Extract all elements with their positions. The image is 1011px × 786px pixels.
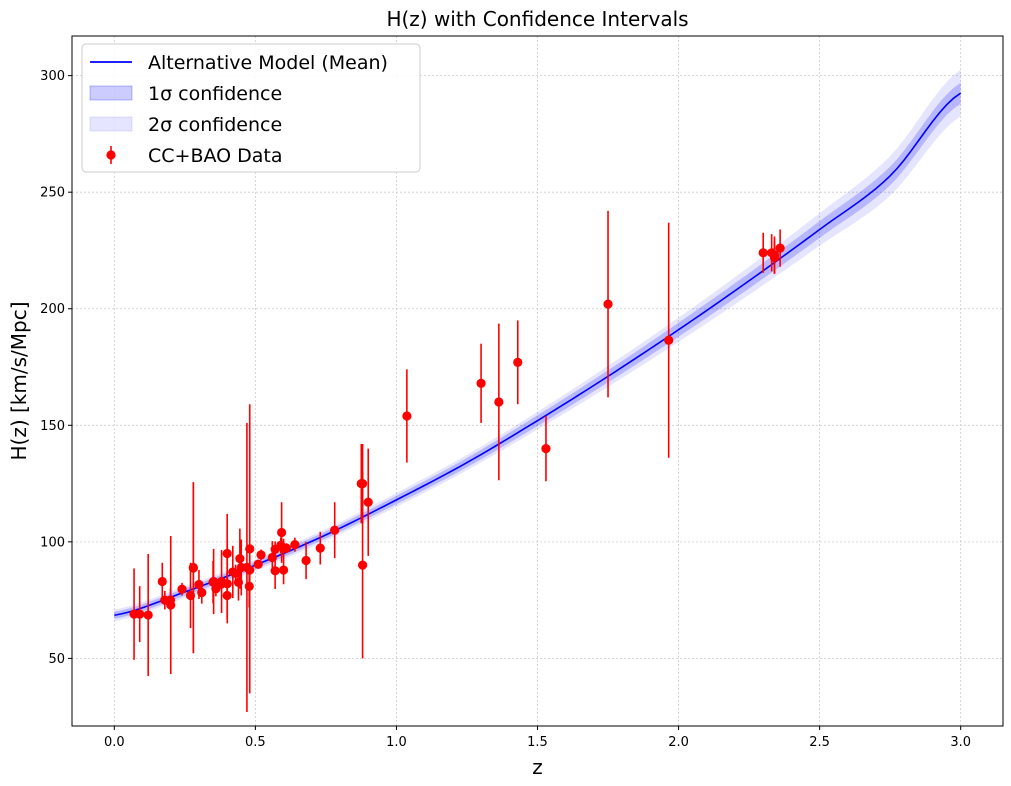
data-point <box>476 378 486 388</box>
data-point <box>245 544 255 554</box>
data-point <box>188 562 198 573</box>
x-tick-label: 1.5 <box>527 735 548 750</box>
x-axis: 0.0 0.5 1.0 1.5 2.0 2.5 3.0 <box>104 726 971 750</box>
data-point <box>775 243 785 253</box>
data-point <box>664 335 674 345</box>
data-point <box>402 411 412 421</box>
data-point <box>157 576 167 587</box>
y-tick-label: 300 <box>40 69 65 84</box>
data-point <box>233 577 244 588</box>
x-tick-label: 0.0 <box>104 735 125 750</box>
x-tick-label: 2.0 <box>668 735 689 750</box>
data-point <box>603 299 613 309</box>
y-tick-label: 50 <box>48 652 65 667</box>
data-point <box>231 568 241 578</box>
x-axis-label: z <box>532 755 543 779</box>
x-tick-label: 2.5 <box>809 735 830 750</box>
data-point <box>244 581 254 591</box>
data-point <box>267 552 277 563</box>
data-point <box>541 444 551 454</box>
legend-swatch-point <box>106 150 116 160</box>
y-axis: 50 100 150 200 250 300 <box>40 69 72 667</box>
data-point <box>494 397 504 407</box>
y-tick-label: 100 <box>40 535 65 550</box>
data-point <box>185 590 196 601</box>
data-point <box>253 559 263 569</box>
data-point <box>290 540 300 550</box>
legend-swatch-1sigma <box>89 85 133 101</box>
legend: Alternative Model (Mean) 1σ confidence 2σ … <box>81 43 421 173</box>
data-point <box>769 250 780 260</box>
y-axis-label: H(z) [km/s/Mpc] <box>7 301 31 460</box>
data-point <box>194 579 204 590</box>
data-point <box>270 566 280 576</box>
data-point <box>166 600 176 610</box>
legend-box <box>81 43 421 173</box>
data-point <box>135 609 145 619</box>
y-tick-label: 250 <box>40 186 65 201</box>
chart-title: H(z) with Confidence Intervals <box>386 7 688 31</box>
data-point <box>513 357 523 367</box>
legend-label: CC+BAO Data <box>148 145 283 167</box>
x-tick-label: 0.5 <box>245 735 266 750</box>
data-point <box>222 579 232 589</box>
x-tick-label: 3.0 <box>950 735 971 750</box>
y-tick-label: 150 <box>40 419 65 434</box>
data-point <box>357 560 368 570</box>
data-point <box>245 565 255 575</box>
data-point <box>235 554 245 564</box>
legend-label: Alternative Model (Mean) <box>148 52 388 74</box>
data-point <box>256 550 266 560</box>
data-point <box>315 543 325 553</box>
data-point <box>222 548 232 559</box>
data-point <box>222 590 232 601</box>
data-point <box>277 527 287 538</box>
data-point <box>278 565 289 575</box>
data-point <box>357 478 368 489</box>
data-point <box>177 584 187 594</box>
data-point <box>197 588 207 598</box>
legend-label: 1σ confidence <box>148 83 282 105</box>
x-tick-label: 1.0 <box>386 735 407 750</box>
data-point <box>281 543 292 553</box>
data-point <box>363 497 373 507</box>
grid <box>72 36 1003 726</box>
data-point <box>209 576 219 587</box>
data-points <box>129 243 785 620</box>
legend-swatch-2sigma <box>89 116 133 132</box>
y-tick-label: 200 <box>40 302 65 317</box>
data-point <box>758 248 768 258</box>
data-point <box>301 555 311 566</box>
data-point <box>330 525 340 535</box>
legend-label: 2σ confidence <box>148 114 282 136</box>
data-point <box>143 610 153 620</box>
